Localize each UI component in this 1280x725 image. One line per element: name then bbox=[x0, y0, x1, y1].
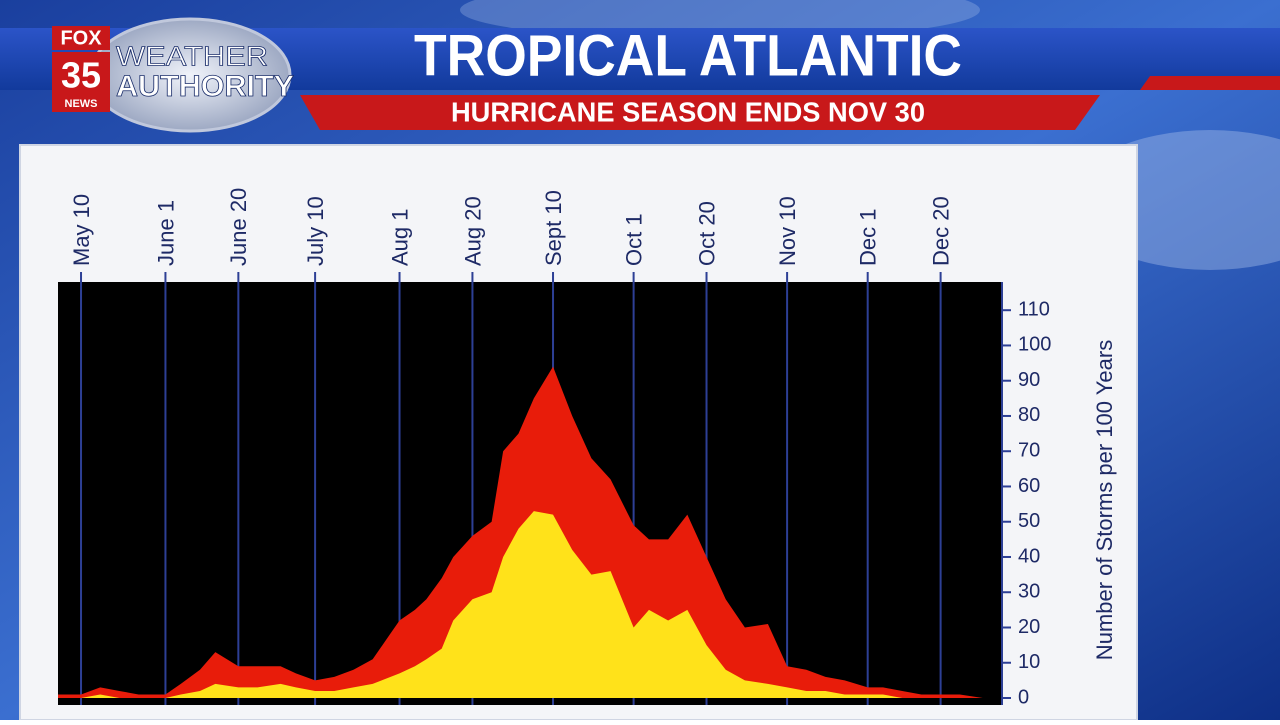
y-tick-label: 90 bbox=[1018, 369, 1040, 391]
x-tick-label: Dec 1 bbox=[856, 209, 881, 266]
area bbox=[58, 511, 983, 698]
y-tick-label: 50 bbox=[1018, 510, 1040, 532]
x-tick-label: June 1 bbox=[153, 200, 178, 266]
y-tick-label: 30 bbox=[1018, 581, 1040, 603]
logo-network: FOX bbox=[60, 27, 102, 49]
y-tick-label: 20 bbox=[1018, 616, 1040, 638]
y-tick-label: 40 bbox=[1018, 545, 1040, 567]
y-tick-label: 0 bbox=[1018, 686, 1029, 708]
x-tick-label: May 10 bbox=[69, 194, 94, 266]
y-tick-label: 80 bbox=[1018, 404, 1040, 426]
logo-line2: AUTHORITY bbox=[116, 70, 294, 103]
x-tick-label: Aug 20 bbox=[460, 196, 485, 266]
logo-channel: 35 bbox=[61, 55, 101, 96]
y-axis-label: Number of Storms per 100 Years bbox=[1092, 340, 1117, 660]
logo-line1: WEATHER bbox=[116, 40, 268, 71]
y-tick-label: 100 bbox=[1018, 334, 1051, 356]
logo: FOX 35 NEWS WEATHER AUTHORITY bbox=[52, 17, 294, 133]
x-tick-label: Aug 1 bbox=[387, 209, 412, 267]
y-tick-label: 70 bbox=[1018, 440, 1040, 462]
title: TROPICAL ATLANTIC bbox=[414, 23, 962, 88]
x-tick-label: Nov 10 bbox=[775, 196, 800, 266]
x-tick-label: Oct 20 bbox=[694, 201, 719, 266]
x-tick-label: Dec 20 bbox=[928, 196, 953, 266]
x-tick-label: June 20 bbox=[226, 188, 251, 266]
x-tick-label: Oct 1 bbox=[621, 213, 646, 266]
x-tick-label: Sept 10 bbox=[541, 190, 566, 266]
y-tick-label: 110 bbox=[1018, 298, 1050, 320]
accent-bar bbox=[1140, 76, 1280, 90]
x-tick-label: July 10 bbox=[303, 196, 328, 266]
y-tick-label: 10 bbox=[1018, 651, 1040, 673]
subtitle-bar bbox=[300, 95, 1100, 130]
logo-box bbox=[52, 26, 110, 50]
logo-news: NEWS bbox=[65, 98, 98, 110]
logo-box bbox=[52, 52, 110, 112]
subtitle: HURRICANE SEASON ENDS NOV 30 bbox=[451, 96, 925, 127]
y-tick-label: 60 bbox=[1018, 475, 1040, 497]
